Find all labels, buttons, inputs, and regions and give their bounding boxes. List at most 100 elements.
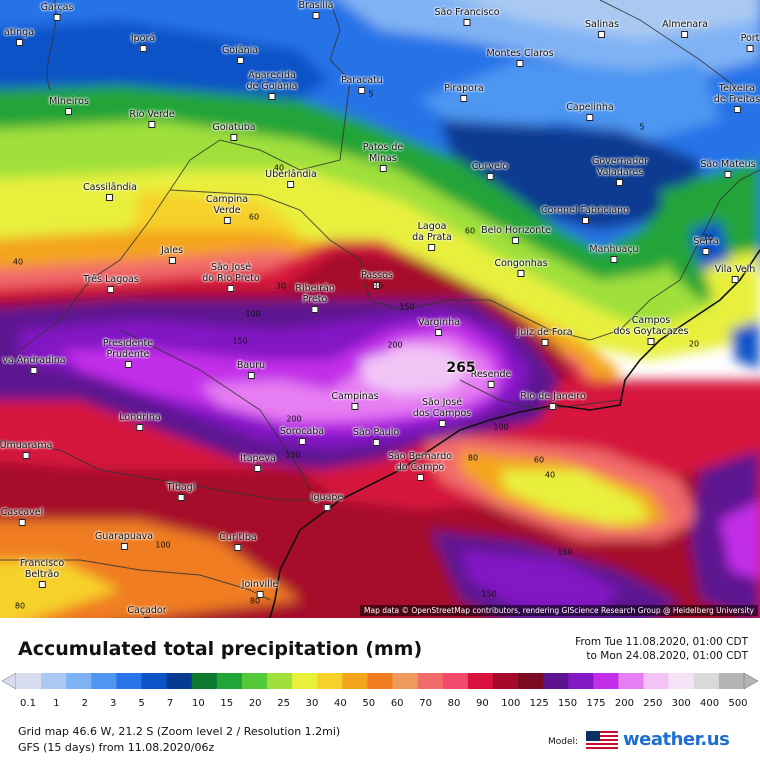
map-canvas: [0, 0, 760, 618]
city-marker-icon: [139, 45, 147, 52]
contour-label: 60: [464, 226, 476, 236]
contour-label: 40: [12, 257, 24, 267]
city-marker-icon: [746, 45, 754, 52]
map-attribution[interactable]: Map data © OpenStreetMap contributors, r…: [360, 605, 758, 616]
scale-label: 500: [728, 698, 748, 709]
scale-swatch: [16, 673, 42, 689]
city-marker-icon: [223, 217, 231, 224]
city-marker-icon: [372, 439, 380, 446]
city-lagoa: Lagoa da Prata: [412, 221, 452, 251]
scale-label: 200: [614, 698, 634, 709]
scale-label: 90: [476, 698, 489, 709]
scale-swatch: [718, 673, 745, 689]
city-belo-horizonte: Belo Horizonte: [481, 225, 551, 244]
city-bauru: Bauru: [237, 360, 265, 379]
city-marker-icon: [18, 519, 26, 526]
city-jales: Jales: [161, 245, 183, 264]
contour-label: 40: [273, 163, 285, 173]
period-to: to Mon 24.08.2020, 01:00 CDT: [586, 650, 748, 662]
scale-swatch: [693, 673, 720, 689]
city-marker-icon: [428, 244, 436, 251]
city-teixeira: Teixeira de Freitas: [714, 83, 760, 113]
city-marker-icon: [236, 57, 244, 64]
scale-label: 5: [138, 698, 145, 709]
city-patos: Patos de Minas: [363, 142, 403, 172]
scale-swatch: [467, 673, 494, 689]
scale-label: 70: [419, 698, 432, 709]
city-marker-icon: [379, 165, 387, 172]
scale-label: 10: [192, 698, 205, 709]
city-salinas: Salinas: [585, 19, 619, 38]
scale-label: 30: [305, 698, 319, 709]
scale-arrow-left-icon: [2, 672, 17, 690]
scale-label: 150: [558, 698, 578, 709]
scale-label: 100: [501, 698, 521, 709]
scale-label: 40: [334, 698, 347, 709]
city-marker-icon: [256, 591, 264, 598]
contour-label: 60: [248, 212, 260, 222]
city-resende: Resende: [471, 369, 511, 388]
city-marker-icon: [136, 424, 144, 431]
city-varginha: Varginha: [418, 317, 460, 336]
city-marker-icon: [681, 31, 689, 38]
city-aparecida: Aparecida de Goiânia: [246, 70, 298, 100]
city-ipora: Iporá: [131, 33, 155, 52]
city-marker-icon: [351, 403, 359, 410]
city-marker-icon: [124, 361, 132, 368]
city-marker-icon: [598, 31, 606, 38]
city-marker-icon: [733, 106, 741, 113]
weather-us-logo[interactable]: weather.us: [623, 729, 730, 750]
city-marker-icon: [435, 329, 443, 336]
city-marker-icon: [438, 420, 446, 427]
city-marker-icon: [227, 285, 235, 292]
scale-swatch: [568, 673, 594, 689]
city-marker-icon: [15, 39, 23, 46]
contour-label: 70: [702, 233, 714, 243]
contour-label: 150: [481, 589, 497, 599]
city-curvelo: Curvelo: [472, 161, 508, 180]
city-marker-icon: [702, 248, 710, 255]
contour-label: 150: [399, 302, 415, 312]
city-iguape: Iguape: [311, 492, 343, 511]
scale-swatch: [91, 673, 117, 689]
scale-swatch: [392, 673, 419, 689]
city-cascavel: Cascavel: [1, 507, 43, 526]
color-scale-bar: [2, 672, 758, 690]
precipitation-map[interactable]: Garças Brasília São Francisco Salinas Almena…: [0, 0, 760, 618]
contour-label: 5: [639, 122, 645, 132]
city-marker-icon: [268, 93, 276, 100]
contour-label: 150: [232, 336, 248, 346]
contour-label: 80: [467, 453, 479, 463]
scale-label: 7: [166, 698, 174, 709]
city-marker-icon: [358, 87, 366, 94]
scale-swatch: [543, 673, 569, 689]
city-marker-icon: [311, 306, 319, 313]
max-value-label: 265: [446, 360, 476, 376]
city-itinga: atinga: [4, 27, 34, 46]
scale-label: 175: [586, 698, 606, 709]
city-vila-velha: Vila Velh: [715, 264, 755, 283]
city-cassilandia: Cassilândia: [83, 182, 137, 201]
city-garcas: Garças: [41, 2, 73, 21]
scale-swatch: [618, 673, 645, 689]
city-governador: Governador Valadares: [592, 156, 648, 186]
city-sao-paulo: São Paulo: [353, 427, 399, 446]
period-from: From Tue 11.08.2020, 01:00 CDT: [575, 636, 748, 648]
city-marker-icon: [616, 179, 624, 186]
city-marker-icon: [487, 381, 495, 388]
city-marker-icon: [724, 171, 732, 178]
city-marker-icon: [323, 504, 331, 511]
contour-label: 5: [368, 89, 374, 99]
city-marker-icon: [287, 181, 295, 188]
scale-swatch: [41, 673, 67, 689]
city-londrina: Londrina: [119, 412, 161, 431]
city-cacador: Caçador: [127, 605, 167, 618]
city-congonhas: Congonhas: [494, 258, 548, 277]
scale-swatch: [317, 673, 343, 689]
city-rio-verde: Rio Verde: [129, 109, 175, 128]
city-marker-icon: [512, 237, 520, 244]
scale-swatch: [116, 673, 143, 689]
city-marker-icon: [486, 173, 494, 180]
scale-swatch: [367, 673, 394, 689]
city-presidente-prudente: Presidente Prudente: [103, 338, 153, 368]
